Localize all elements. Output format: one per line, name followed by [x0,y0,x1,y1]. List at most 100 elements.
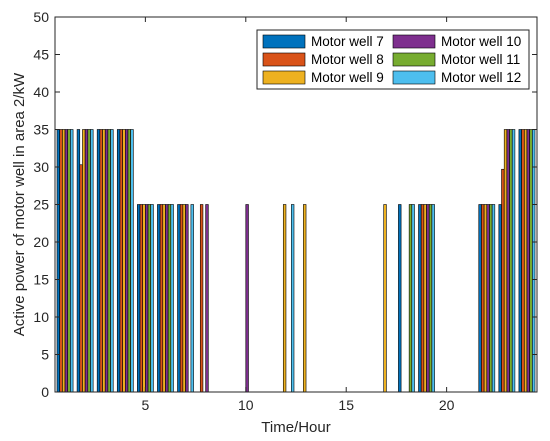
y-tick-label: 5 [41,347,49,363]
x-tick-label: 20 [439,397,455,413]
bar [491,204,496,393]
bar [486,204,490,393]
y-tick-label: 15 [33,272,49,288]
bar [503,129,508,393]
y-tick-label: 45 [33,47,49,63]
bar [59,129,63,393]
bar [130,129,134,393]
y-tick-label: 40 [33,84,49,100]
bar [110,129,114,393]
ticks-group: 0 5 10 15 20 25 30 35 40 45 50 5 10 15 20 [33,9,537,413]
bar [282,204,287,393]
bar [526,129,530,393]
legend-entry: Motor well 8 [311,52,384,67]
bar [431,204,435,393]
bar [521,129,525,393]
bar [56,129,60,393]
bar [420,204,425,393]
bar [82,129,86,393]
bar [177,204,181,393]
y-tick-label: 10 [33,309,49,325]
bar [509,129,513,393]
bar [428,204,433,393]
bar [157,204,161,393]
legend-entry: Motor well 10 [441,34,521,49]
bar [501,168,505,393]
bar [483,204,488,393]
bar [165,204,169,393]
y-tick-label: 25 [33,197,49,213]
bar [162,204,166,393]
bar [418,204,422,393]
legend-swatch [262,52,306,67]
bar [99,129,103,393]
bar [107,129,111,393]
bar [532,129,536,393]
y-axis-label: Active power of motor well in area 2/kW [11,72,28,336]
bar [291,204,295,393]
x-tick-label: 5 [141,397,149,413]
bar [190,204,194,393]
bar [529,129,533,393]
bar [124,129,129,393]
bar [205,204,209,393]
bar [67,129,71,393]
y-tick-label: 50 [33,9,49,25]
bar [523,129,528,393]
x-tick-label: 10 [238,397,254,413]
y-tick-label: 20 [33,234,49,250]
bar [137,204,141,393]
bar [481,204,485,393]
y-tick-label: 35 [33,122,49,138]
legend-entry: Motor well 7 [311,34,384,49]
legend-entry: Motor well 12 [441,70,521,85]
bar [170,204,174,393]
bar [127,129,131,393]
bar [147,204,152,393]
bar [489,204,493,393]
bar [423,204,427,393]
bar [119,129,123,393]
bar [84,129,89,393]
bar [167,204,172,393]
bar [498,204,502,393]
bar [245,204,249,393]
bar [411,204,415,393]
bar [179,204,184,393]
bar [104,129,109,393]
legend-swatch [392,34,436,49]
y-tick-label: 0 [41,384,49,400]
bar [62,129,66,393]
bar [398,204,402,393]
bar [70,129,74,393]
y-tick-label: 30 [33,159,49,175]
bar [511,129,516,393]
x-tick-label: 15 [338,397,354,413]
bar [182,204,186,393]
bar [102,129,106,393]
bar [506,129,510,393]
legend-swatch [262,34,306,49]
bar [64,129,69,393]
bar [478,204,482,393]
bar [87,129,91,393]
bar [518,129,522,393]
bar [199,204,204,393]
legend-swatch [392,52,436,67]
x-axis-label: Time/Hour [261,419,330,436]
bar [159,204,164,393]
bar [96,129,101,393]
bar [150,204,154,393]
bar [76,129,81,393]
bar [90,129,94,393]
legend: Motor well 7 Motor well 8 Motor well 9 Moto… [256,29,530,90]
legend-swatch [262,70,306,85]
legend-entry: Motor well 9 [311,70,384,85]
bar [139,204,144,393]
bar [145,204,149,393]
bar [122,129,126,393]
legend-swatch [392,70,436,85]
bar [116,129,121,393]
bar [408,204,413,393]
